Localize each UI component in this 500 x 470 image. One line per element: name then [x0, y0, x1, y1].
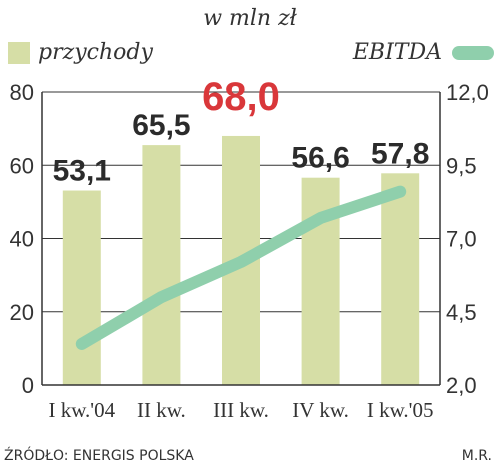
ebitda-point-3: [240, 260, 242, 263]
ebitda-point-5: [399, 190, 402, 193]
category-label-4: IV kw.: [292, 398, 349, 422]
legend-swatch-przychody: [8, 41, 30, 64]
category-label-2: II kw.: [137, 398, 186, 422]
category-label-3: III kw.: [213, 398, 269, 422]
category-label-1: I kw.'04: [49, 398, 116, 422]
bar-2: [142, 145, 181, 385]
legend-label-przychody: przychody: [38, 40, 153, 65]
right-tick-label: 9,5: [446, 153, 477, 178]
ebitda-point-2: [160, 296, 163, 299]
legend-swatch-ebitda: [452, 45, 494, 60]
bar-value-label-5: 57,8: [371, 137, 429, 170]
left-tick-label: 20: [10, 300, 34, 325]
chart-subtitle: w mln zł: [203, 6, 297, 31]
legend-label-ebitda: EBITDA: [352, 40, 442, 65]
right-tick-label: 4,5: [446, 300, 477, 325]
bar-value-label-2: 65,5: [132, 109, 190, 142]
category-label-5: I kw.'05: [367, 398, 434, 422]
author-note: M.R.: [461, 448, 492, 464]
legend-ebitda: EBITDA: [353, 40, 494, 65]
bar-value-label-1: 53,1: [53, 155, 111, 188]
left-tick-label: 60: [10, 153, 34, 178]
source-note: ŹRÓDŁO: ENERGIS POLSKA: [4, 448, 194, 464]
bar-value-label-3: 68,0: [202, 75, 280, 119]
left-tick-label: 0: [22, 373, 34, 398]
right-tick-label: 7,0: [446, 227, 477, 252]
right-tick-label: 2,0: [446, 373, 477, 398]
left-tick-label: 80: [10, 80, 34, 105]
bar-value-label-4: 56,6: [291, 142, 349, 175]
right-tick-label: 12,0: [446, 80, 489, 105]
ebitda-point-4: [319, 216, 322, 219]
bar-1: [62, 190, 101, 385]
left-tick-label: 40: [10, 227, 34, 252]
ebitda-point-1: [80, 342, 83, 345]
bar-5: [381, 173, 420, 385]
legend-przychody: przychody: [8, 40, 153, 65]
